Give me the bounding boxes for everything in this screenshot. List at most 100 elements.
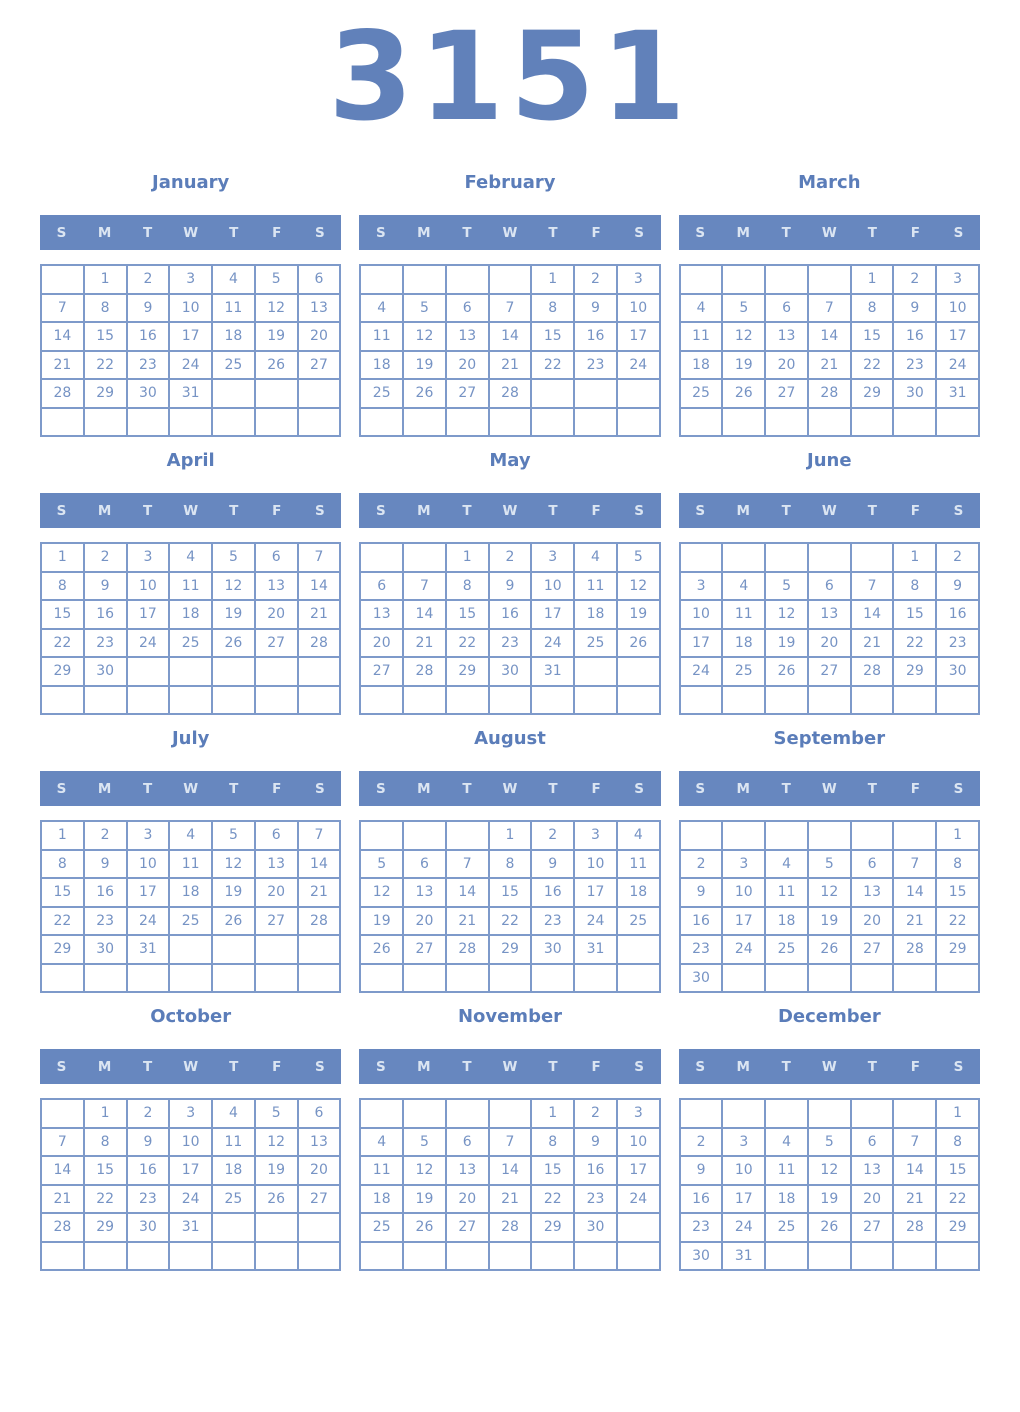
- empty-day-cell: [212, 379, 255, 408]
- day-cell: 8: [488, 849, 532, 878]
- weekday-label: F: [591, 780, 601, 797]
- day-cell: 25: [765, 935, 808, 964]
- empty-day-cell: [212, 685, 255, 714]
- day-cell: 15: [41, 600, 84, 629]
- empty-day-cell: [722, 1099, 766, 1128]
- empty-day-cell: [850, 407, 894, 436]
- day-grid: 1 2 3 4 5 6 7 8 9 10 11 12 13 14 15 16 17 18 19 20 21 22 23 24 2…: [678, 264, 980, 437]
- month-october: October S M T W T F S 1 2 3 4 5 6 7 8 9 10 11 12 13 14 15 16 17 1…: [40, 1006, 342, 1271]
- weekday-label: T: [462, 1058, 472, 1075]
- day-cell: 13: [297, 1127, 341, 1156]
- day-cell: 24: [126, 628, 170, 657]
- day-cell: 23: [126, 1184, 170, 1213]
- empty-day-cell: [765, 1099, 808, 1128]
- day-cell: 7: [445, 849, 489, 878]
- day-cell: 15: [445, 600, 489, 629]
- day-cell: 10: [936, 293, 979, 322]
- empty-day-cell: [765, 1241, 808, 1270]
- empty-day-cell: [297, 407, 341, 436]
- empty-day-cell: [616, 407, 660, 436]
- empty-day-cell: [850, 821, 894, 850]
- day-cell: 27: [765, 379, 808, 408]
- day-cell: 8: [531, 293, 575, 322]
- day-cell: 5: [807, 1127, 851, 1156]
- day-cell: 21: [807, 350, 851, 379]
- day-cell: 10: [531, 571, 575, 600]
- day-cell: 27: [445, 1213, 489, 1242]
- day-cell: 23: [531, 906, 575, 935]
- day-cell: 17: [126, 600, 170, 629]
- day-cell: 10: [574, 849, 617, 878]
- empty-day-cell: [616, 963, 660, 992]
- empty-day-cell: [212, 407, 255, 436]
- day-cell: 31: [936, 379, 979, 408]
- day-cell: 4: [765, 1127, 808, 1156]
- day-cell: 9: [679, 1156, 723, 1185]
- day-cell: 8: [531, 1127, 575, 1156]
- weekday-label: S: [375, 1058, 386, 1075]
- empty-day-cell: [360, 685, 404, 714]
- month-title: June: [807, 450, 852, 471]
- day-cell: 2: [488, 543, 532, 572]
- day-cell: 13: [445, 1156, 489, 1185]
- day-cell: 16: [83, 600, 127, 629]
- empty-day-cell: [169, 685, 213, 714]
- day-cell: 4: [722, 571, 766, 600]
- day-cell: 7: [893, 849, 937, 878]
- day-cell: 21: [297, 600, 341, 629]
- day-cell: 21: [445, 906, 489, 935]
- day-cell: 25: [212, 350, 255, 379]
- weekday-label: M: [417, 224, 431, 241]
- day-cell: 17: [722, 906, 766, 935]
- empty-day-cell: [765, 543, 808, 572]
- day-cell: 22: [850, 350, 894, 379]
- day-cell: 26: [616, 628, 660, 657]
- empty-day-cell: [360, 963, 404, 992]
- day-cell: 5: [403, 1127, 446, 1156]
- day-cell: 11: [679, 322, 723, 351]
- day-cell: 1: [850, 265, 894, 294]
- empty-day-cell: [488, 685, 532, 714]
- empty-day-cell: [574, 379, 617, 408]
- day-cell: 16: [531, 878, 575, 907]
- empty-day-cell: [445, 1099, 489, 1128]
- empty-day-cell: [850, 1099, 894, 1128]
- weekday-label: W: [502, 1058, 518, 1075]
- day-cell: 22: [531, 350, 575, 379]
- weekday-label: S: [695, 1058, 706, 1075]
- day-cell: 21: [297, 878, 341, 907]
- empty-day-cell: [297, 657, 341, 686]
- day-cell: 1: [936, 1099, 979, 1128]
- day-grid: 1 2 3 4 5 6 7 8 9 10 11 12 13 14 15 16 17 18 19 20 21 22 23 24 2…: [359, 264, 661, 437]
- day-cell: 21: [850, 628, 894, 657]
- day-cell: 26: [807, 935, 851, 964]
- day-cell: 30: [83, 935, 127, 964]
- weekday-label: T: [229, 224, 239, 241]
- day-cell: 19: [403, 1184, 446, 1213]
- day-cell: 25: [360, 1213, 404, 1242]
- day-cell: 6: [403, 849, 446, 878]
- day-cell: 29: [83, 379, 127, 408]
- month-title: September: [773, 728, 886, 749]
- day-cell: 11: [616, 849, 660, 878]
- weekday-label: S: [634, 780, 644, 797]
- empty-day-cell: [807, 1241, 851, 1270]
- day-cell: 13: [807, 600, 851, 629]
- month-march: March S M T W T F S 1 2 3 4 5 6 7 8 9 10 11 12 13 14 15 16 17 18 1…: [678, 172, 980, 437]
- day-cell: 5: [403, 293, 446, 322]
- day-cell: 29: [850, 379, 894, 408]
- day-cell: 15: [83, 322, 127, 351]
- weekday-label: S: [634, 502, 644, 519]
- day-cell: 29: [445, 657, 489, 686]
- day-cell: 9: [126, 1127, 170, 1156]
- day-cell: 1: [41, 543, 84, 572]
- day-cell: 29: [531, 1213, 575, 1242]
- empty-day-cell: [574, 963, 617, 992]
- day-cell: 23: [679, 935, 723, 964]
- day-cell: 14: [807, 322, 851, 351]
- empty-day-cell: [403, 543, 446, 572]
- day-grid: 1 2 3 4 5 6 7 8 9 10 11 12 13 14 15 16 17 18 19 20 21 22 23 24 2…: [359, 1098, 661, 1271]
